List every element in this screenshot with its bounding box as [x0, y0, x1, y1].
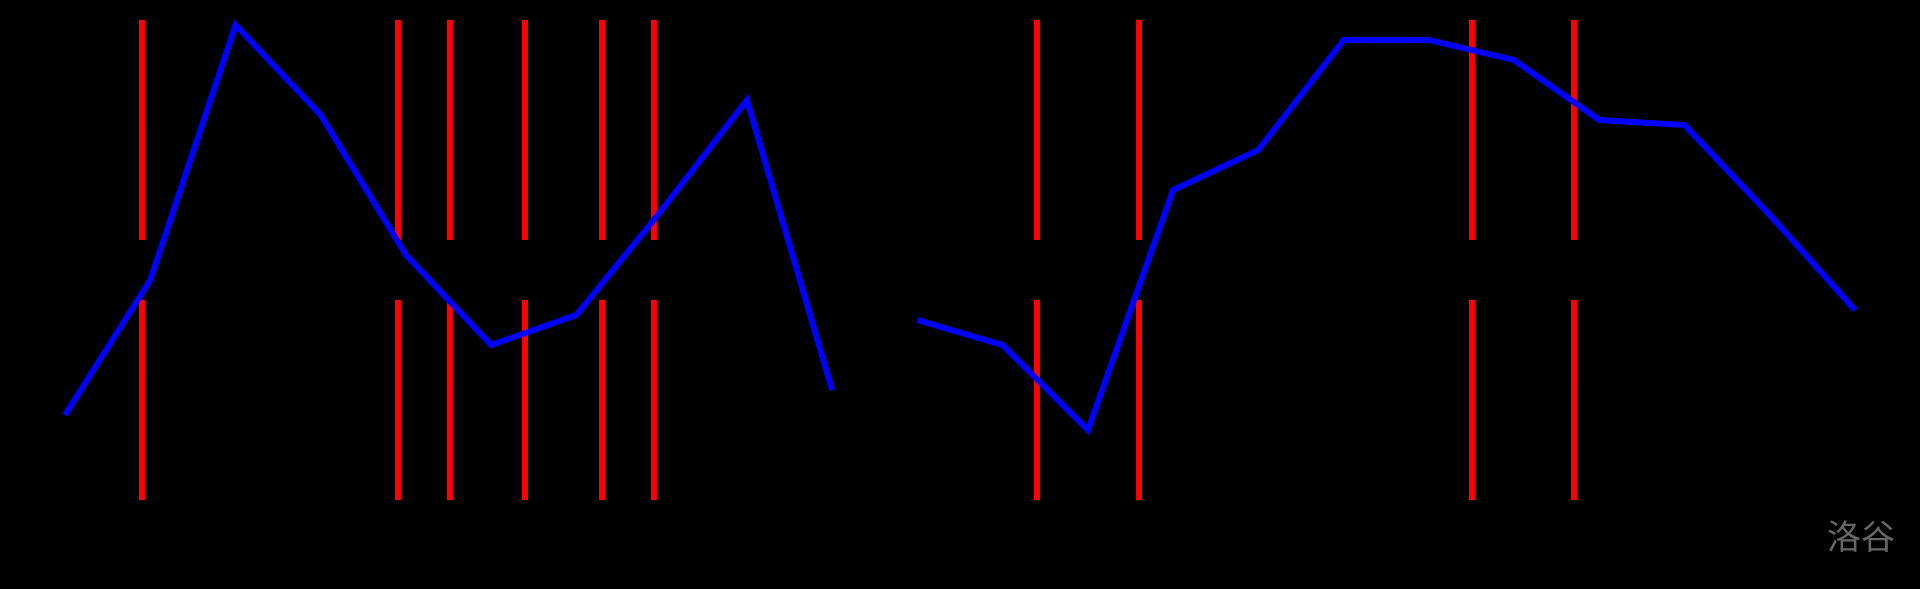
line-chart — [0, 0, 1920, 589]
chart-background — [0, 0, 1920, 589]
watermark-label: 洛谷 — [1827, 510, 1895, 559]
